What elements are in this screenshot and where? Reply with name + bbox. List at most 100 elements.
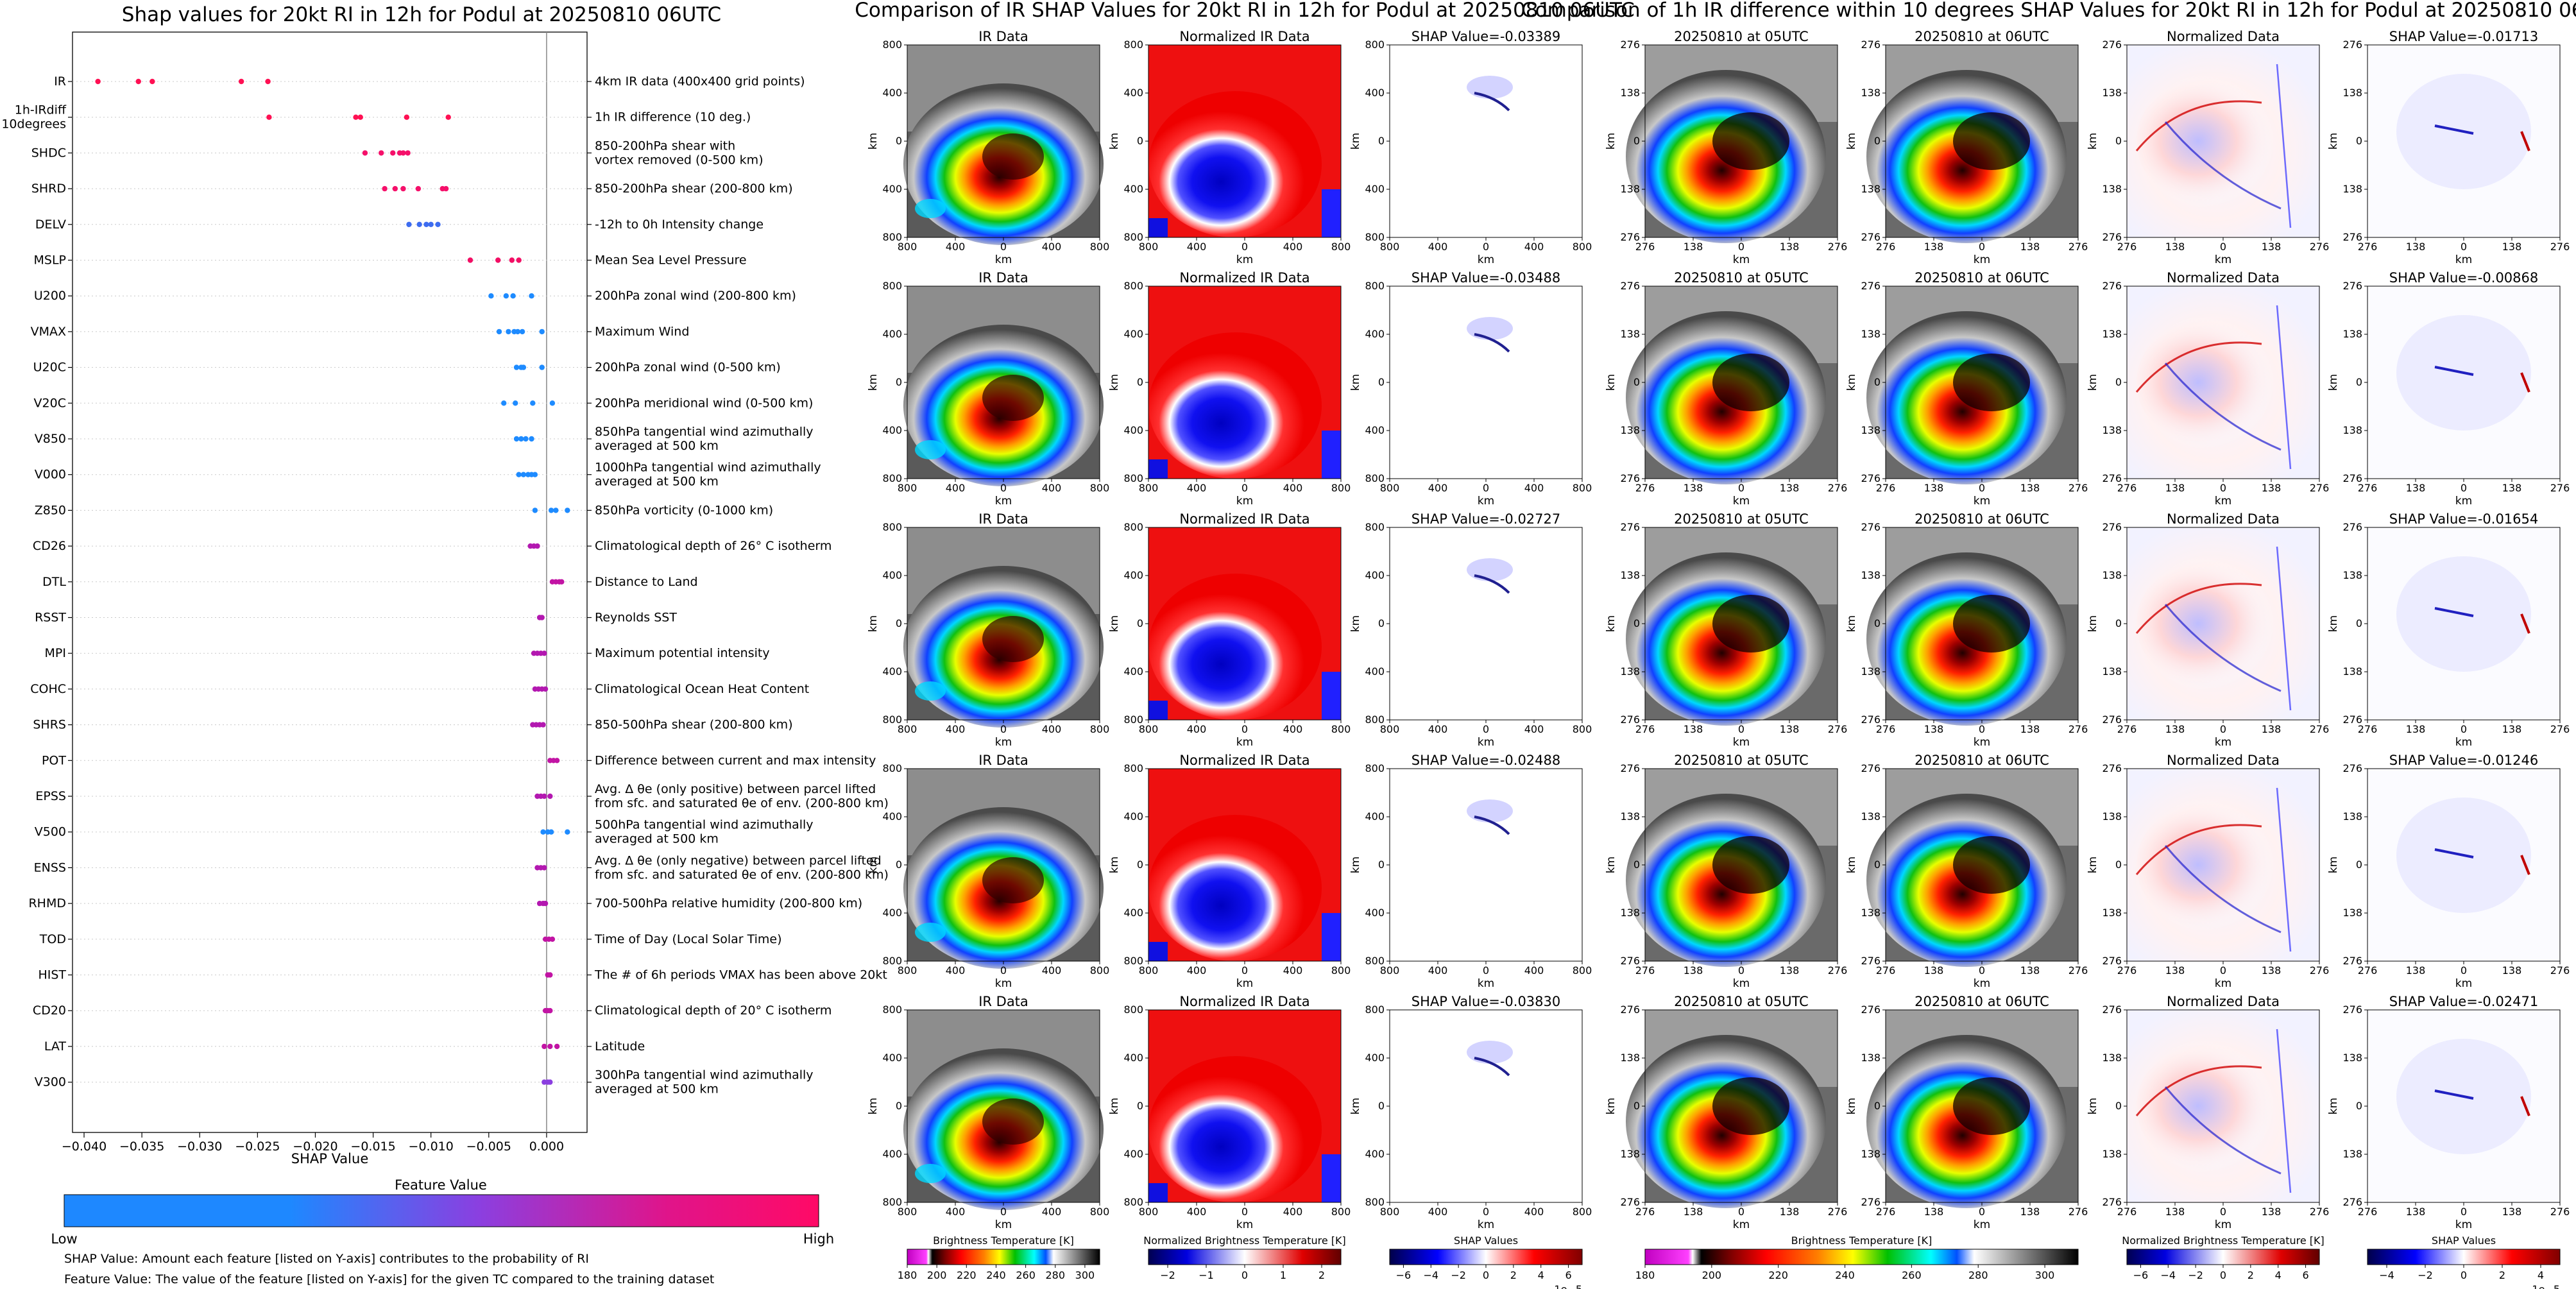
panel-ytick-label: 800 xyxy=(882,231,902,243)
feature-description: 850-500hPa shear (200-800 km) xyxy=(595,718,793,732)
colorbar xyxy=(1389,1249,1583,1265)
panel-ytick-label: 138 xyxy=(2342,1052,2362,1064)
diff-structure xyxy=(2137,315,2290,450)
panel-xtick-label: 800 xyxy=(1139,723,1159,735)
panel-xlabel: km xyxy=(1236,495,1253,508)
panel-xtick-label: 800 xyxy=(1090,482,1110,494)
shap-point xyxy=(149,78,155,85)
panel-xlabel: km xyxy=(1974,253,1990,266)
panel-title: SHAP Value=-0.03389 xyxy=(1412,29,1561,44)
feature-description: 850-200hPa shear with vortex removed (0-5… xyxy=(595,139,763,167)
panel-xtick-label: 400 xyxy=(1187,723,1207,735)
panel-ytick-label: 138 xyxy=(1861,87,1881,99)
shap-arc xyxy=(1474,1057,1510,1077)
panel-title: Normalized IR Data xyxy=(1179,511,1309,527)
shap-point xyxy=(516,257,522,263)
colorbar-tick-label: −4 xyxy=(2379,1269,2394,1281)
panel-xtick-label: 0 xyxy=(2461,964,2467,977)
panel-xlabel: km xyxy=(1974,977,1990,990)
feature-name: V300 xyxy=(35,1075,66,1089)
shap-point xyxy=(515,329,521,335)
shap-point xyxy=(549,936,556,943)
panel-title: 20250810 at 05UTC xyxy=(1674,29,1809,44)
panel-ytick-label: 138 xyxy=(2342,424,2362,436)
panel-ylabel: km xyxy=(1845,615,1858,632)
panel-ytick-label: 0 xyxy=(2356,135,2362,147)
shap-xtick-label: −0.010 xyxy=(409,1140,454,1154)
panel-xtick-label: 276 xyxy=(2068,723,2088,735)
shap-point xyxy=(265,78,271,85)
shap-point xyxy=(539,364,545,370)
feature-description: 4km IR data (400x400 grid points) xyxy=(595,74,805,89)
panel-ytick-label: 800 xyxy=(882,713,902,726)
feature-description: 200hPa zonal wind (0-500 km) xyxy=(595,361,781,375)
panel-xtick-label: 0 xyxy=(1979,723,1985,735)
panel-ytick-label: 0 xyxy=(2115,135,2122,147)
panel-ytick-label: 400 xyxy=(1123,907,1143,919)
feature-description: Avg. Δ θe (only positive) between parcel… xyxy=(595,782,889,810)
diff-blue-line xyxy=(2276,305,2292,470)
panel-xtick-label: 276 xyxy=(1876,964,1896,977)
panel-xtick-label: 138 xyxy=(2406,241,2426,253)
shap-point xyxy=(532,472,538,477)
panel-ytick-label: 0 xyxy=(2356,1100,2362,1112)
panel-xtick-label: 276 xyxy=(1828,964,1848,977)
panel-ytick-label: 800 xyxy=(882,1196,902,1208)
panel-ytick-label: 0 xyxy=(1633,617,1640,629)
shap-point xyxy=(540,722,546,728)
panel-title: 20250810 at 05UTC xyxy=(1674,994,1809,1009)
panel-xtick-label: 138 xyxy=(2406,482,2426,494)
panel-ytick-label: 400 xyxy=(1123,183,1143,195)
panel-xtick-label: 0 xyxy=(1241,1206,1248,1218)
panel-xtick-label: 138 xyxy=(2406,723,2426,735)
shap-arc xyxy=(1474,333,1510,353)
shap-point xyxy=(406,221,412,227)
feature-description: Climatological Ocean Heat Content xyxy=(595,682,809,696)
shap-point xyxy=(400,150,406,156)
panel-ytick-label: 138 xyxy=(2342,569,2362,581)
panel-ytick-label: 138 xyxy=(1861,810,1881,823)
shap-point xyxy=(238,78,244,85)
panel-ylabel: km xyxy=(1605,1098,1617,1114)
panel-xtick-label: 800 xyxy=(1380,723,1400,735)
panel-xtick-label: 800 xyxy=(1090,241,1110,253)
panel-xlabel: km xyxy=(1974,1218,1990,1231)
panel-xtick-label: 276 xyxy=(1876,241,1896,253)
panel-xtick-label: 138 xyxy=(2262,723,2282,735)
panel-ytick-label: 276 xyxy=(2342,1196,2362,1208)
panel-ytick-label: 276 xyxy=(2342,762,2362,774)
panel-xlabel: km xyxy=(1478,253,1494,266)
panel-xtick-label: 400 xyxy=(1187,241,1207,253)
panel-xtick-label: 276 xyxy=(1635,241,1655,253)
panel-ytick-label: 800 xyxy=(1365,472,1385,484)
diff-shap-feature xyxy=(2434,1089,2474,1100)
panel-ytick-label: 400 xyxy=(1365,907,1385,919)
panel-image xyxy=(2367,286,2560,479)
shap-map-background xyxy=(1390,769,1582,961)
panel-image xyxy=(2367,527,2560,720)
panel-xtick-label: 138 xyxy=(1780,1206,1800,1218)
colorbar-label: Brightness Temperature [K] xyxy=(933,1234,1074,1247)
feature-name: LAT xyxy=(44,1039,67,1054)
panel-title: Normalized IR Data xyxy=(1179,994,1309,1009)
panel-ytick-label: 0 xyxy=(1874,617,1881,629)
panel-ytick-label: 276 xyxy=(2102,38,2122,51)
panel-xtick-label: 276 xyxy=(2068,964,2088,977)
ir-cloud-band xyxy=(915,199,946,218)
panel-ytick-label: 276 xyxy=(2102,280,2122,292)
norm-corner xyxy=(1322,672,1341,720)
panel-ytick-label: 800 xyxy=(1123,280,1143,292)
shap-point xyxy=(416,221,422,227)
shap-point xyxy=(135,78,141,85)
panel-xtick-label: 800 xyxy=(898,1206,917,1218)
panel-ytick-label: 800 xyxy=(1123,713,1143,726)
panel-xlabel: km xyxy=(2455,253,2472,266)
panel-image xyxy=(1866,769,2078,967)
norm-corner xyxy=(1322,431,1341,479)
feature-description: Avg. Δ θe (only negative) between parcel… xyxy=(595,853,889,882)
panel-xtick-label: 138 xyxy=(2406,1206,2426,1218)
panel-ytick-label: 276 xyxy=(2342,1003,2362,1016)
feature-description: 200hPa zonal wind (200-800 km) xyxy=(595,289,796,303)
colorbar-tick-label: 4 xyxy=(2275,1269,2282,1281)
diff-red-band xyxy=(2135,583,2262,634)
